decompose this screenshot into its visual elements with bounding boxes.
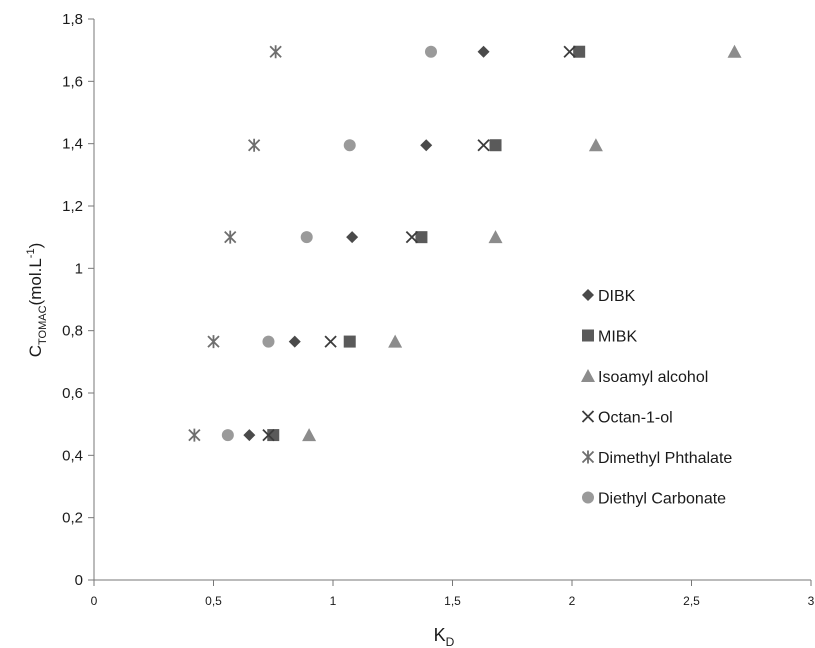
y-tick-label: 0 xyxy=(75,572,83,589)
data-point xyxy=(424,45,437,58)
data-point xyxy=(477,45,490,58)
y-tick-label: 1,8 xyxy=(62,11,83,28)
data-point xyxy=(247,138,261,152)
legend-label: Isoamyl alcohol xyxy=(598,369,708,386)
legend-item: Octan-1-ol xyxy=(581,410,673,427)
data-point xyxy=(563,45,576,58)
y-tick-label: 0,2 xyxy=(62,510,83,527)
data-point xyxy=(262,428,275,442)
y-tick-label: 1,6 xyxy=(62,73,83,90)
y-tick-label: 1 xyxy=(75,260,83,277)
x-tick-label: 3 xyxy=(808,594,815,608)
legend-item: DIBK xyxy=(582,288,636,305)
data-point xyxy=(477,139,490,152)
data-point xyxy=(207,335,220,349)
x-tick-label: 2 xyxy=(569,594,576,608)
legend-marker xyxy=(582,289,594,301)
data-point xyxy=(269,45,282,59)
legend-item: Dimethyl Phthalate xyxy=(581,450,732,467)
x-ticks: 0 0,5 1 1,5 2 2,5 3 xyxy=(91,580,815,608)
legend-label: DIBK xyxy=(598,288,636,305)
y-tick-label: 0,4 xyxy=(62,447,83,464)
legend-marker xyxy=(581,369,595,382)
data-point xyxy=(188,428,201,442)
y-tick-label: 1,4 xyxy=(62,136,83,153)
data-point xyxy=(343,335,356,348)
legend-marker xyxy=(582,491,594,504)
data-point xyxy=(288,335,301,348)
x-tick-label: 1 xyxy=(330,594,337,608)
legend-item: Isoamyl alcohol xyxy=(581,369,708,386)
data-point xyxy=(300,231,313,244)
data-point xyxy=(588,138,603,152)
y-tick-label: 0,8 xyxy=(62,323,83,340)
x-tick-label: 1,5 xyxy=(444,594,461,608)
data-point xyxy=(346,231,359,244)
legend-item: Diethyl Carbonate xyxy=(582,491,726,508)
data-point xyxy=(488,230,503,244)
y-tick-label: 1,2 xyxy=(62,198,83,215)
data-point xyxy=(388,334,403,348)
data-points xyxy=(188,44,742,442)
legend-label: Octan-1-ol xyxy=(598,410,673,427)
legend-item: MIBK xyxy=(582,329,637,346)
data-point xyxy=(262,335,275,348)
data-point xyxy=(727,44,742,58)
legend-label: Dimethyl Phthalate xyxy=(598,450,732,467)
x-tick-label: 0 xyxy=(91,594,98,608)
data-point xyxy=(224,230,237,244)
y-ticks: 0 0,2 0,4 0,6 0,8 1 1,2 1,4 1,6 1,8 xyxy=(62,11,94,589)
legend-marker xyxy=(581,450,595,464)
legend-label: Diethyl Carbonate xyxy=(598,491,726,508)
data-point xyxy=(573,45,586,58)
y-axis-title: CTOMAC(mol.L-1) xyxy=(25,243,49,358)
x-tick-label: 0,5 xyxy=(205,594,222,608)
x-axis-title: KD xyxy=(434,625,455,648)
data-point xyxy=(324,335,337,348)
legend-label: MIBK xyxy=(598,329,637,346)
y-tick-label: 0,6 xyxy=(62,385,83,402)
data-point xyxy=(221,429,234,442)
data-point xyxy=(302,428,317,442)
legend-marker xyxy=(582,329,594,342)
data-point xyxy=(420,139,433,152)
data-point xyxy=(415,231,428,244)
data-point xyxy=(489,139,502,152)
legend-marker xyxy=(581,410,595,423)
legend: DIBK MIBK Isoamyl alcohol Octan-1-ol Dimethy… xyxy=(581,288,732,508)
data-point xyxy=(405,231,419,244)
data-point xyxy=(243,429,256,442)
data-point xyxy=(343,139,356,152)
x-tick-label: 2,5 xyxy=(683,594,700,608)
